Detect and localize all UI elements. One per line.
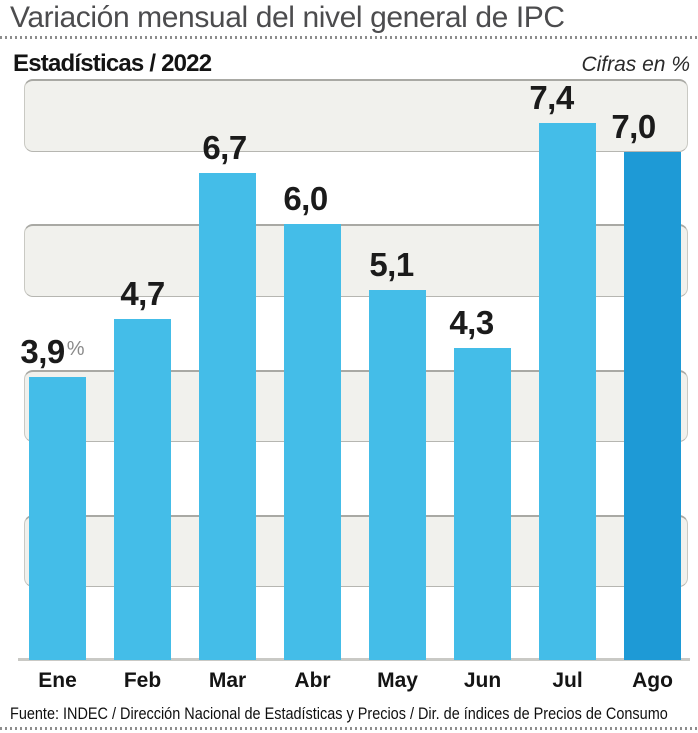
bar-jun [454,347,511,660]
value-label-text: 7,0 [611,107,656,145]
month-label-may: May [377,669,418,692]
month-label-ene: Ene [38,669,77,692]
value-label-text: 5,1 [369,245,414,283]
value-label: 7,4 [529,78,574,116]
value-label: 6,7 [202,129,247,167]
units-note: Cifras en % [581,53,690,76]
bar-jul [539,122,596,660]
month-label-jul: Jul [552,669,583,692]
value-label-text: 3,9 [20,332,65,370]
value-label-text: 4,3 [449,303,494,341]
source-note: Fuente: INDEC / Dirección Nacional de Es… [10,704,668,723]
month-label-ago: Ago [632,669,673,692]
dotted-rule-top [0,36,698,39]
bar-feb [114,318,171,660]
value-label-text: 7,4 [529,78,574,116]
bar-abr [284,224,341,660]
month-label-abr: Abr [294,669,331,692]
bar-mar [199,173,256,660]
x-axis-baseline [18,658,690,661]
value-label: 4,7 [120,274,165,312]
bar-ago [624,151,681,660]
chart-title: Variación mensual del nivel general de I… [10,1,565,34]
bar-chart: 3,9% Ene 4,7 Feb 6,7 Mar 6,0 Abr 5,1 May 4,3 Jun 7,4… [0,78,698,692]
value-label-text: 4,7 [120,274,165,312]
bar-ene [29,376,86,660]
month-label-jun: Jun [463,669,502,692]
value-label: 3,9% [20,331,84,370]
value-label-text: 6,0 [283,180,328,218]
value-label: 6,0 [283,180,328,218]
value-label: 4,3 [449,303,494,341]
value-label: 7,0 [611,107,656,145]
month-label-mar: Mar [208,669,247,692]
value-label: 5,1 [369,245,414,283]
month-label-feb: Feb [123,669,162,692]
percent-suffix: % [66,337,85,360]
dotted-rule-bottom [0,727,698,730]
section-label: Estadísticas / 2022 [13,50,212,77]
bar-may [369,289,426,660]
value-label-text: 6,7 [202,129,247,167]
